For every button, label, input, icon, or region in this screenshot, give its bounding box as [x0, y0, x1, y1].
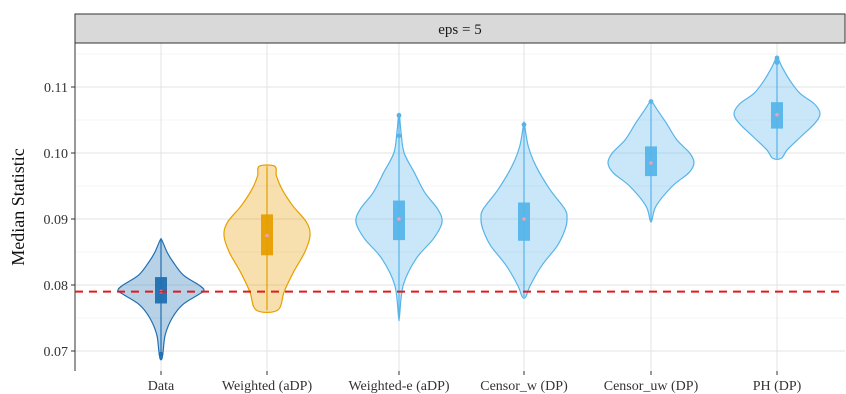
median-point — [522, 217, 526, 221]
violin-group — [223, 164, 311, 313]
grid-layer — [75, 43, 845, 371]
outlier-point — [648, 99, 654, 104]
x-tick-layer: Data Weighted (aDP) Weighted-e (aDP) Censor… — [148, 371, 802, 394]
median-point — [649, 161, 653, 165]
y-tick-label: 0.08 — [44, 279, 69, 294]
median-point — [775, 112, 779, 117]
y-tick-label: 0.10 — [44, 147, 69, 162]
outlier-point — [774, 55, 780, 61]
median-point — [397, 217, 401, 221]
outlier-point — [158, 351, 164, 357]
violin-group — [607, 99, 695, 223]
violin-layer — [117, 55, 821, 361]
violin-group — [733, 55, 821, 160]
facet-label: eps = 5 — [438, 22, 481, 38]
y-tick-layer: 0.07 0.08 0.09 0.10 0.11 — [44, 81, 75, 360]
violin-group — [480, 121, 568, 299]
median-point — [265, 233, 269, 238]
x-tick-label: PH (DP) — [753, 379, 802, 394]
violin-group — [355, 112, 443, 322]
x-tick-label: Data — [148, 379, 175, 394]
y-axis-title: Median Statistic — [8, 148, 28, 265]
x-tick-label: Censor_w (DP) — [480, 379, 568, 394]
outlier-point — [521, 122, 527, 128]
outlier-point — [396, 112, 402, 118]
y-tick-label: 0.07 — [44, 345, 69, 360]
violin-box — [518, 202, 530, 241]
y-tick-label: 0.09 — [44, 213, 69, 228]
y-tick-label: 0.11 — [44, 81, 68, 96]
violin-group — [117, 238, 205, 361]
x-tick-label: Weighted (aDP) — [222, 379, 313, 394]
outlier-point — [396, 133, 402, 139]
facet-strip — [74, 13, 846, 44]
x-tick-label: Weighted-e (aDP) — [348, 379, 449, 394]
outlier-point — [774, 60, 780, 65]
x-tick-label: Censor_uw (DP) — [604, 379, 699, 394]
